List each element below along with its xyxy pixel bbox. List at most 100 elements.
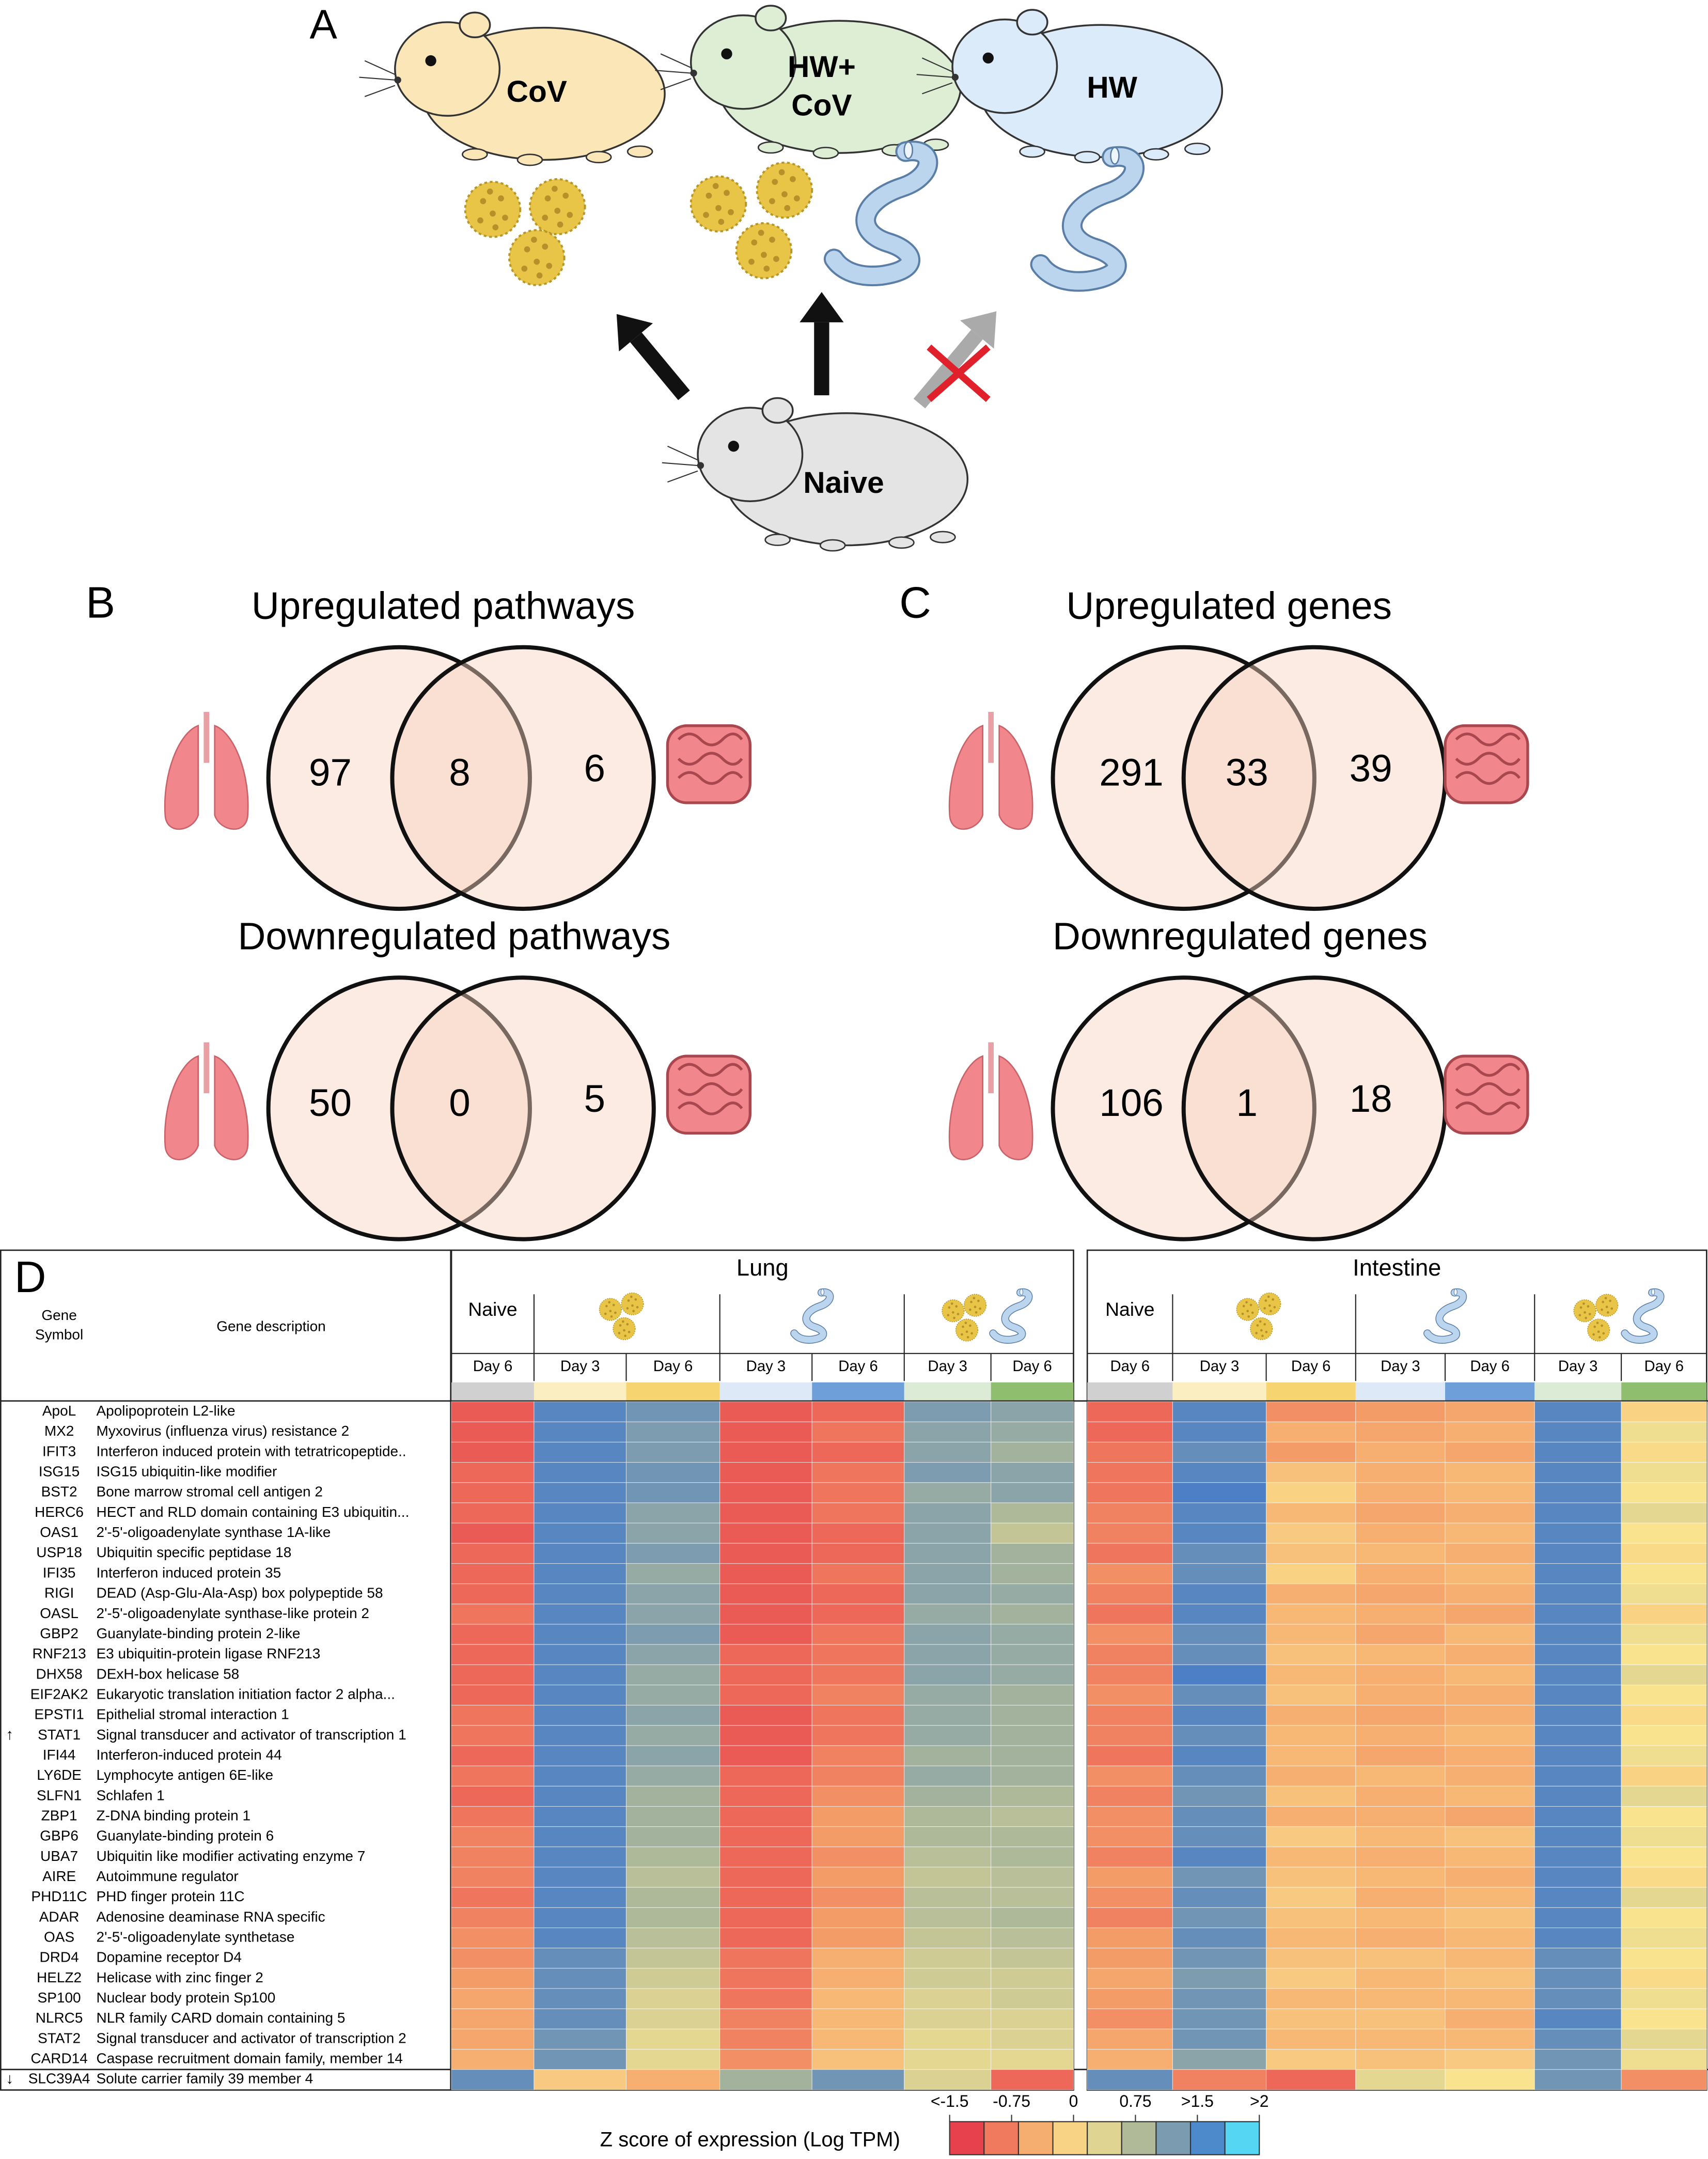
heat-cell — [991, 1502, 1074, 1524]
heat-cell — [1172, 1523, 1267, 1544]
virus — [942, 1299, 965, 1323]
virus-dot — [1263, 1323, 1266, 1326]
gene-symbol: MX2 — [44, 1423, 74, 1439]
virus — [735, 222, 793, 279]
heat-cell — [1355, 2069, 1446, 2090]
heat-cell — [811, 1705, 905, 1726]
heat-cell — [1534, 1523, 1622, 1544]
heat-cell — [719, 2069, 812, 2090]
virus-dot — [1593, 1325, 1596, 1328]
heat-cell — [1534, 1705, 1622, 1726]
heat-cell — [1087, 1907, 1173, 1929]
heat-cell — [1087, 1968, 1173, 1989]
heat-cell — [451, 2049, 535, 2070]
day-label: Day 3 — [746, 1358, 786, 1375]
heat-cell — [1445, 1664, 1535, 1686]
heat-cell — [1534, 2008, 1622, 2029]
heat-cell — [1534, 1583, 1622, 1605]
gene-description: PHD finger protein 11C — [97, 1888, 245, 1904]
heat-cell — [1445, 1482, 1535, 1503]
heat-cell — [451, 1604, 535, 1625]
heat-cell — [1172, 1928, 1267, 1949]
heat-cell — [719, 1644, 812, 1665]
venn-count: 1 — [1236, 1081, 1258, 1124]
virus — [690, 175, 747, 232]
intestine-body — [666, 1054, 751, 1135]
heat-cell — [534, 1644, 627, 1665]
heat-cell — [534, 2028, 627, 2050]
heat-cell — [1355, 1441, 1446, 1463]
heat-cell — [625, 1705, 720, 1726]
heat-cell — [1087, 1482, 1173, 1503]
group-color-strip — [1266, 1382, 1356, 1401]
heat-cell — [534, 1543, 627, 1564]
heat-cell — [1172, 1604, 1267, 1625]
heat-cell — [1621, 1604, 1707, 1625]
virus-dot — [521, 266, 528, 272]
heat-cell — [625, 1887, 720, 1908]
heat-cell — [1445, 1684, 1535, 1706]
gene-description: Guanylate-binding protein 2-like — [97, 1625, 301, 1641]
virus-dot — [781, 191, 788, 197]
heat-cell — [1534, 1604, 1622, 1625]
virus-dot — [961, 1333, 963, 1336]
heat-cell — [1445, 1988, 1535, 2009]
heat-cell — [534, 1502, 627, 1524]
column-header: Gene — [41, 1307, 76, 1323]
virus-dot — [1272, 1298, 1275, 1301]
heat-cell — [1445, 2028, 1535, 2050]
arrow-head — [616, 314, 653, 352]
gene-symbol: OAS — [44, 1929, 74, 1945]
virus — [508, 229, 566, 286]
whisker — [655, 70, 691, 74]
heat-cell — [1621, 2008, 1707, 2029]
heat-cell — [904, 2008, 992, 2029]
venn-count: 0 — [449, 1081, 471, 1124]
worm-body — [1032, 148, 1143, 290]
group-color-strip — [534, 1382, 626, 1401]
heat-cell — [1445, 1543, 1535, 1564]
heat-cell — [1621, 1765, 1707, 1787]
heat-cell — [534, 1421, 627, 1442]
heat-cell — [1172, 1462, 1267, 1483]
heat-cell — [534, 1684, 627, 1706]
panel-label: D — [14, 1253, 46, 1302]
hamster-nose — [697, 462, 704, 469]
heat-cell — [625, 2069, 720, 2090]
heat-cell — [904, 1867, 992, 1888]
virus — [963, 1294, 987, 1317]
virus-dot — [1259, 1320, 1262, 1323]
heat-cell — [1355, 1846, 1446, 1868]
legend-swatch — [1189, 2121, 1226, 2155]
heat-cell — [811, 1644, 905, 1665]
heat-cell — [719, 1604, 812, 1625]
heat-cell — [1621, 1441, 1707, 1463]
heat-cell — [719, 1907, 812, 1929]
gene-description: Dopamine receptor D4 — [97, 1949, 242, 1965]
hamster-foot — [1019, 145, 1045, 158]
heat-cell — [904, 1482, 992, 1503]
whisker — [662, 462, 698, 467]
heat-cell — [1172, 1785, 1267, 1807]
heat-cell — [904, 1826, 992, 1847]
heat-cell — [1087, 1806, 1173, 1827]
heat-cell — [1087, 1441, 1173, 1463]
legend-tick-label: 0.75 — [1119, 2092, 1151, 2110]
virus-dot — [480, 198, 487, 205]
heat-cell — [1087, 1745, 1173, 1766]
heat-cell — [904, 1441, 992, 1463]
heat-cell — [904, 1928, 992, 1949]
worm-mouth — [903, 141, 914, 160]
heat-cell — [811, 1948, 905, 1969]
hamster-nose — [690, 69, 697, 77]
gene-symbol: OASL — [40, 1605, 79, 1621]
heat-cell — [625, 1846, 720, 1868]
heat-cell — [1355, 1421, 1446, 1442]
heat-cell — [811, 1664, 905, 1686]
gene-symbol: EPSTI1 — [34, 1706, 84, 1722]
heat-cell — [719, 1806, 812, 1827]
virus-dot — [622, 1320, 624, 1323]
legend-swatch — [1224, 2121, 1260, 2155]
heat-cell — [1087, 1988, 1173, 2009]
heat-cell — [625, 1988, 720, 2009]
